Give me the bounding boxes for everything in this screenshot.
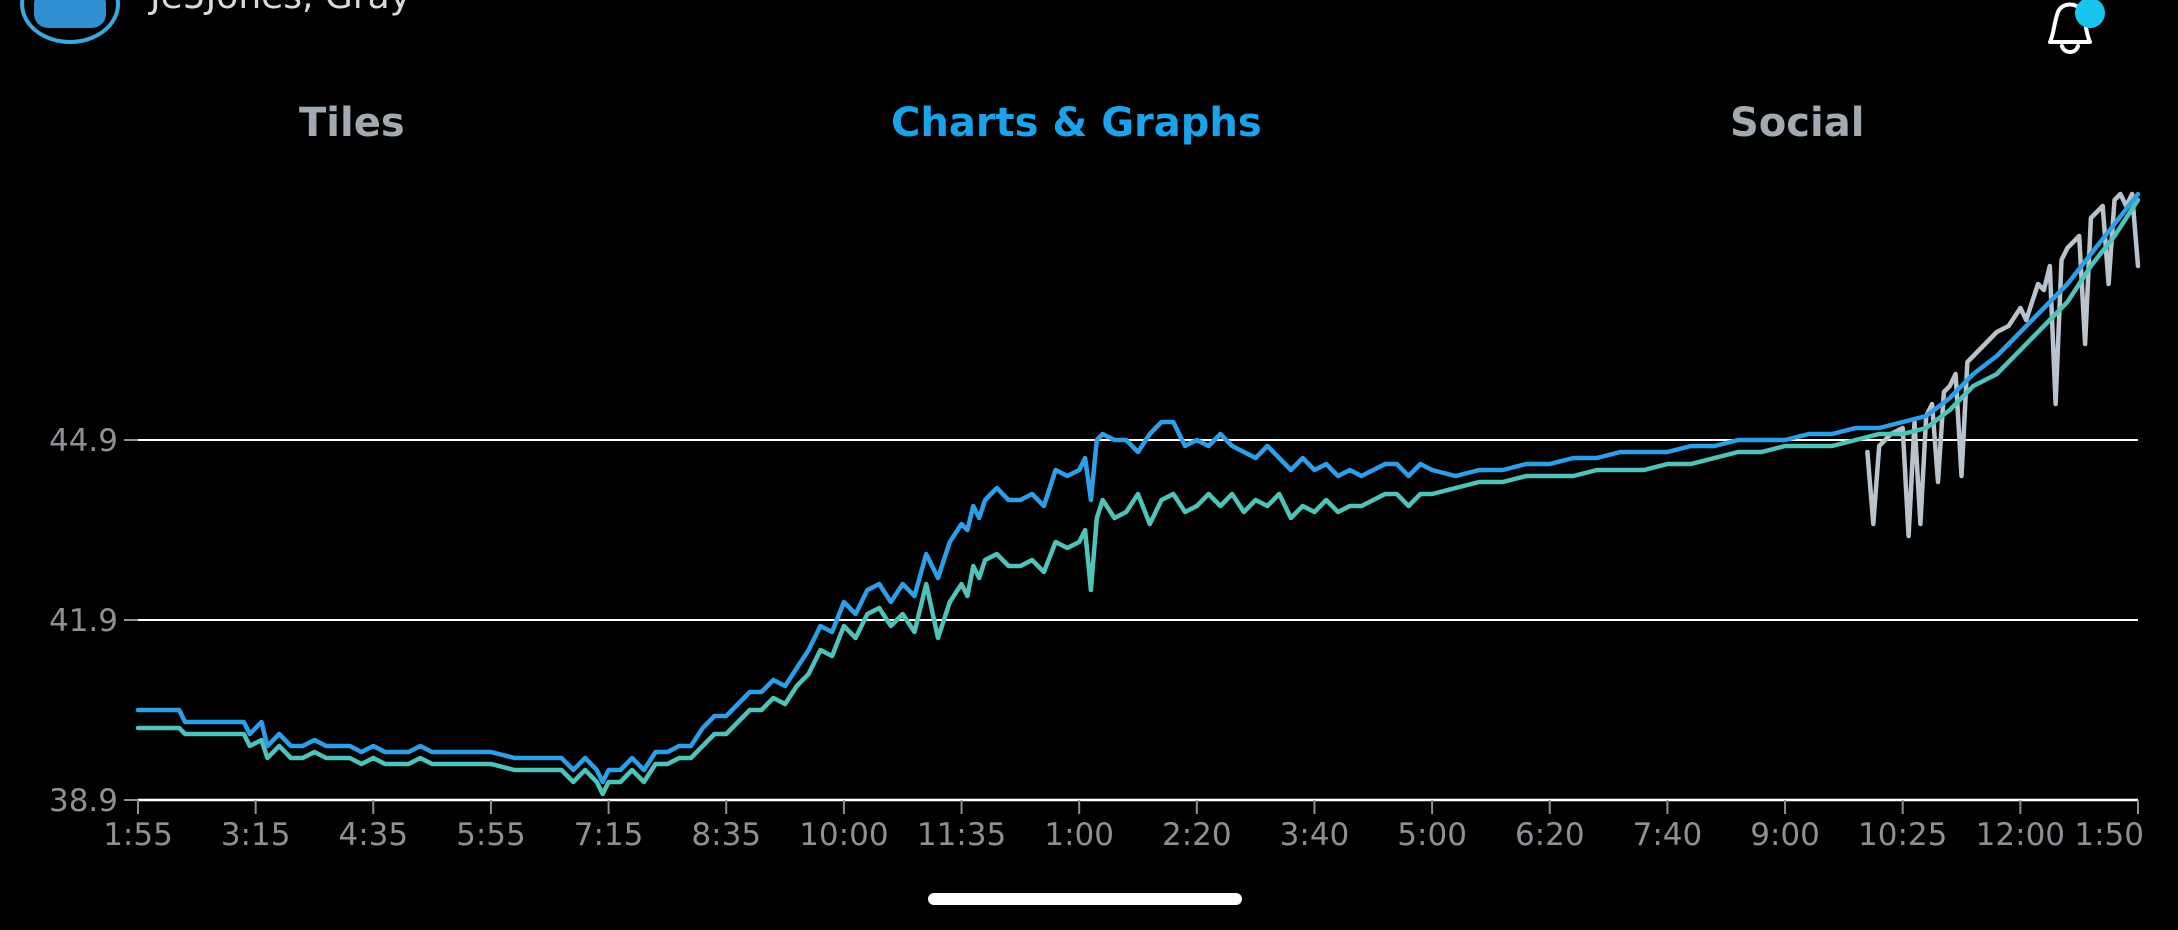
x-tick-label: 1:50 bbox=[2074, 817, 2144, 853]
x-tick-label: 4:35 bbox=[338, 817, 408, 853]
axis: 38.9 41.9 44.9 1:55 3:15 4:35 5:55 7:15 8:35 10:0… bbox=[49, 423, 2144, 853]
x-tick-label: 3:15 bbox=[221, 817, 291, 853]
username: Je5Jones, Gray bbox=[150, 0, 411, 17]
x-tick-label: 9:00 bbox=[1750, 817, 1820, 853]
series-line-1 bbox=[1865, 191, 2141, 539]
x-tick-label: 8:35 bbox=[691, 817, 761, 853]
x-tick-label: 7:15 bbox=[574, 817, 644, 853]
x-tick-label: 2:20 bbox=[1162, 817, 1232, 853]
x-tick-label: 6:20 bbox=[1515, 817, 1585, 853]
x-tick-label: 1:55 bbox=[103, 817, 173, 853]
y-tick-label: 38.9 bbox=[49, 783, 118, 819]
grid-lines bbox=[138, 439, 2138, 802]
y-tick-label: 41.9 bbox=[49, 603, 118, 639]
x-tick-label: 3:40 bbox=[1280, 817, 1350, 853]
avatar-image bbox=[34, 0, 106, 28]
x-tick-label: 10:25 bbox=[1858, 817, 1947, 853]
home-indicator[interactable] bbox=[928, 893, 1242, 905]
tab-tiles[interactable]: Tiles bbox=[299, 100, 405, 146]
y-tick-label: 44.9 bbox=[49, 423, 118, 459]
x-tick-label: 12:00 bbox=[1976, 817, 2065, 853]
series-lines bbox=[135, 191, 2141, 797]
x-tick-label: 1:00 bbox=[1044, 817, 1114, 853]
series-line-3 bbox=[135, 191, 2141, 785]
x-tick-label: 7:40 bbox=[1633, 817, 1703, 853]
tab-charts-graphs[interactable]: Charts & Graphs bbox=[891, 100, 1262, 146]
tab-social[interactable]: Social bbox=[1730, 100, 1865, 146]
notification-bell-icon[interactable] bbox=[2030, 0, 2110, 60]
x-tick-label: 5:00 bbox=[1397, 817, 1467, 853]
x-tick-label: 5:55 bbox=[456, 817, 526, 853]
x-tick-label: 10:00 bbox=[799, 817, 888, 853]
series-line-2 bbox=[135, 197, 2141, 797]
notification-badge bbox=[2075, 0, 2105, 28]
x-tick-label: 11:35 bbox=[917, 817, 1006, 853]
